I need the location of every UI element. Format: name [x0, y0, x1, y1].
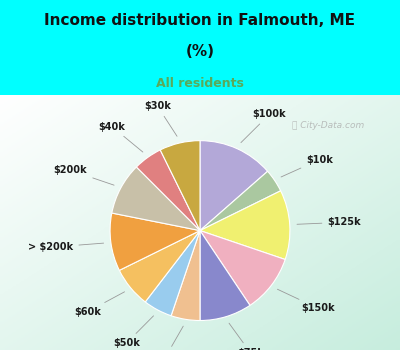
Text: ⓘ City-Data.com: ⓘ City-Data.com	[292, 121, 364, 130]
Text: (%): (%)	[186, 44, 214, 60]
Text: $150k: $150k	[278, 289, 335, 313]
Text: $75k: $75k	[229, 323, 264, 350]
Wedge shape	[136, 150, 200, 231]
Wedge shape	[200, 231, 285, 305]
Text: $200k: $200k	[54, 166, 114, 185]
Text: $50k: $50k	[113, 316, 154, 348]
Text: $100k: $100k	[241, 109, 286, 142]
Wedge shape	[160, 141, 200, 231]
Wedge shape	[119, 231, 200, 302]
Text: > $200k: > $200k	[28, 242, 104, 252]
Wedge shape	[200, 231, 250, 321]
Wedge shape	[200, 171, 281, 231]
Text: $30k: $30k	[144, 101, 177, 136]
Text: All residents: All residents	[156, 77, 244, 90]
Text: $125k: $125k	[297, 217, 361, 227]
Wedge shape	[200, 191, 290, 259]
Wedge shape	[145, 231, 200, 316]
Text: $20k: $20k	[152, 326, 183, 350]
Text: $60k: $60k	[74, 292, 124, 317]
Text: Income distribution in Falmouth, ME: Income distribution in Falmouth, ME	[44, 13, 356, 28]
Text: $40k: $40k	[99, 122, 143, 152]
Text: $10k: $10k	[281, 155, 333, 177]
Wedge shape	[171, 231, 200, 321]
Wedge shape	[110, 213, 200, 270]
Wedge shape	[200, 141, 268, 231]
Wedge shape	[112, 167, 200, 231]
